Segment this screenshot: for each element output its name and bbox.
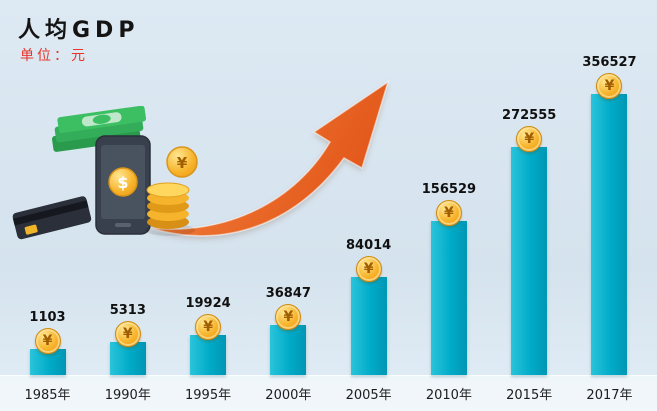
gdp-bar bbox=[511, 147, 548, 375]
yuan-coin-icon: ¥ bbox=[355, 256, 382, 282]
x-axis-label: 2015年 bbox=[506, 387, 553, 403]
x-axis-label: 2010年 bbox=[425, 387, 472, 403]
bar-column-3: 36847 ¥2000年 bbox=[249, 286, 328, 411]
yuan-symbol: ¥ bbox=[203, 319, 213, 335]
yuan-symbol: ¥ bbox=[283, 309, 294, 325]
bar-column-2: 19924 ¥1995年 bbox=[169, 296, 248, 411]
yuan-coin-icon: ¥ bbox=[195, 314, 222, 340]
yuan-symbol: ¥ bbox=[363, 261, 374, 277]
gdp-bar bbox=[109, 342, 146, 375]
yuan-coin-icon: ¥ bbox=[596, 73, 623, 99]
bar-value-label: 1103 bbox=[29, 310, 66, 325]
yuan-coin-icon: ¥ bbox=[275, 304, 302, 330]
yuan-symbol: ¥ bbox=[444, 205, 454, 221]
x-axis-label: 1990年 bbox=[104, 387, 151, 403]
yuan-coin-icon: ¥ bbox=[114, 321, 141, 347]
bar-column-1: 5313 ¥1990年 bbox=[88, 303, 167, 411]
bar-column-6: 272555 ¥2015年 bbox=[490, 108, 569, 411]
bar-value-label: 156529 bbox=[421, 182, 477, 197]
gdp-bar bbox=[270, 325, 307, 375]
x-axis-label: 2000年 bbox=[265, 387, 312, 403]
yuan-coin-icon: ¥ bbox=[516, 126, 543, 152]
bar-column-0: 1103 ¥1985年 bbox=[8, 310, 87, 411]
bar-value-label: 356527 bbox=[582, 55, 637, 70]
unit-label: 单位：元 bbox=[20, 48, 88, 64]
yuan-symbol: ¥ bbox=[604, 78, 615, 94]
bar-value-label: 36847 bbox=[265, 286, 311, 301]
bar-chart: 1103 ¥1985年 5313 ¥1990年 19924 ¥1995年 36847 ¥200… bbox=[0, 55, 657, 411]
gdp-bar bbox=[591, 94, 628, 375]
yuan-symbol: ¥ bbox=[42, 333, 53, 349]
bar-value-label: 84014 bbox=[346, 238, 392, 253]
yuan-symbol: ¥ bbox=[122, 326, 133, 342]
bar-column-5: 156529 ¥2010年 bbox=[409, 182, 488, 411]
yuan-coin-icon: ¥ bbox=[34, 328, 61, 354]
gdp-bar bbox=[190, 335, 227, 375]
x-axis-label: 1995年 bbox=[185, 387, 232, 403]
x-axis-label: 2017年 bbox=[586, 387, 633, 403]
bar-column-4: 84014 ¥2005年 bbox=[329, 238, 408, 411]
bar-value-label: 5313 bbox=[109, 303, 146, 318]
page-title: 人均GDP bbox=[18, 18, 140, 43]
bar-column-7: 356527 ¥2017年 bbox=[570, 55, 649, 411]
x-axis-label: 2005年 bbox=[345, 387, 392, 403]
x-axis-label: 1985年 bbox=[24, 387, 71, 403]
gdp-bar bbox=[430, 221, 467, 375]
yuan-coin-icon: ¥ bbox=[435, 200, 462, 226]
yuan-symbol: ¥ bbox=[524, 131, 535, 147]
bar-value-label: 272555 bbox=[502, 108, 557, 123]
bar-value-label: 19924 bbox=[185, 296, 231, 311]
gdp-bar bbox=[350, 277, 387, 375]
x-axis-strip bbox=[0, 375, 657, 411]
